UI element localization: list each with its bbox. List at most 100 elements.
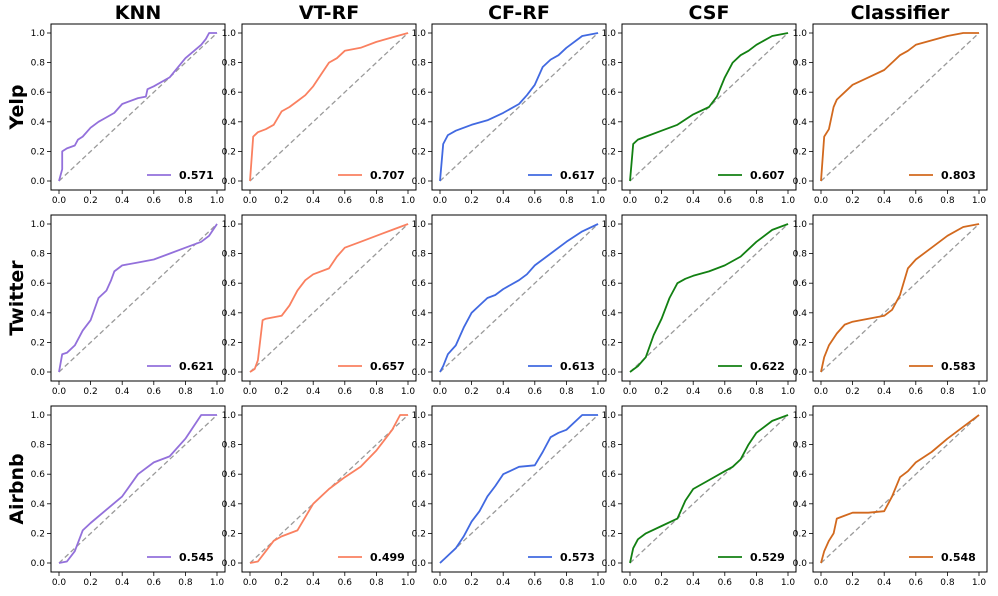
x-tick-label: 0.4 xyxy=(496,196,511,206)
legend-auc-label: 0.583 xyxy=(941,360,976,373)
x-tick-label: 0.6 xyxy=(528,578,543,588)
y-tick-label: 0.8 xyxy=(602,441,617,451)
y-tick-label: 0.4 xyxy=(793,118,808,128)
y-tick-label: 1.0 xyxy=(793,220,808,230)
y-tick-label: 0.4 xyxy=(31,500,46,510)
panel-airbnb-classifier: 0.0 0.2 0.4 0.6 0.8 1.0 0.0 0.2 0.4 0.6 0.8 1.0 0.54… xyxy=(793,405,988,588)
row-title-yelp: Yelp xyxy=(6,84,28,130)
x-tick-label: 1.0 xyxy=(972,578,987,588)
x-tick-label: 0.2 xyxy=(274,387,288,397)
roc-curve-line xyxy=(249,414,408,564)
y-tick-label: 0.8 xyxy=(31,441,46,451)
x-tick-label: 0.0 xyxy=(433,387,448,397)
y-tick-label: 0.8 xyxy=(793,250,808,260)
y-tick-label: 1.0 xyxy=(31,29,46,39)
x-tick-label: 0.6 xyxy=(528,196,543,206)
x-tick-label: 0.2 xyxy=(83,387,97,397)
y-tick-label: 1.0 xyxy=(31,411,46,421)
x-tick-label: 0.4 xyxy=(115,578,130,588)
x-tick-label: 0.6 xyxy=(147,196,162,206)
x-tick-label: 1.0 xyxy=(591,578,606,588)
x-tick-label: 1.0 xyxy=(210,387,225,397)
y-tick-label: 0.8 xyxy=(31,250,46,260)
x-tick-label: 0.2 xyxy=(654,196,668,206)
y-tick-label: 0.8 xyxy=(602,250,617,260)
x-tick-label: 0.4 xyxy=(496,387,511,397)
legend-auc-label: 0.571 xyxy=(179,169,214,182)
roc-curve-line xyxy=(58,414,217,564)
y-tick-label: 0.8 xyxy=(602,59,617,69)
y-tick-label: 0.6 xyxy=(412,470,427,480)
y-tick-label: 0.0 xyxy=(412,177,427,187)
x-tick-label: 0.2 xyxy=(464,578,478,588)
y-tick-label: 0.2 xyxy=(222,338,236,348)
y-tick-label: 1.0 xyxy=(602,220,617,230)
x-tick-label: 0.6 xyxy=(338,387,353,397)
y-tick-label: 1.0 xyxy=(222,29,237,39)
y-tick-label: 0.8 xyxy=(793,441,808,451)
panel-yelp-knn: 0.0 0.2 0.4 0.6 0.8 1.0 0.0 0.2 0.4 0.6 0.8 1.0 0.57… xyxy=(31,23,226,206)
column-title-cf-rf: CF-RF xyxy=(488,2,550,24)
x-tick-label: 0.4 xyxy=(306,387,321,397)
y-tick-label: 0.2 xyxy=(222,147,236,157)
x-tick-label: 0.2 xyxy=(845,196,859,206)
y-tick-label: 0.0 xyxy=(31,559,46,569)
x-tick-label: 0.0 xyxy=(243,387,258,397)
x-tick-label: 0.8 xyxy=(749,578,764,588)
y-tick-label: 0.6 xyxy=(31,88,46,98)
y-tick-label: 0.2 xyxy=(793,147,807,157)
x-tick-label: 1.0 xyxy=(781,196,796,206)
x-tick-label: 0.6 xyxy=(909,196,924,206)
y-tick-label: 0.6 xyxy=(412,88,427,98)
x-tick-label: 0.8 xyxy=(940,196,955,206)
legend-auc-label: 0.499 xyxy=(370,551,405,564)
y-tick-label: 0.0 xyxy=(602,559,617,569)
y-tick-label: 0.2 xyxy=(602,338,616,348)
column-title-vt-rf: VT-RF xyxy=(299,2,359,24)
y-tick-label: 0.2 xyxy=(412,529,426,539)
chance-diagonal-line xyxy=(249,223,409,373)
x-tick-label: 0.0 xyxy=(433,578,448,588)
x-tick-label: 0.8 xyxy=(178,387,193,397)
x-tick-label: 1.0 xyxy=(401,387,416,397)
roc-curve-line xyxy=(629,223,789,373)
chance-diagonal-line xyxy=(820,32,980,182)
roc-curve-line xyxy=(249,223,409,373)
x-tick-label: 0.8 xyxy=(369,387,384,397)
x-tick-label: 1.0 xyxy=(591,196,606,206)
y-tick-label: 0.0 xyxy=(222,559,237,569)
panel-airbnb-csf: 0.0 0.2 0.4 0.6 0.8 1.0 0.0 0.2 0.4 0.6 0.8 1.0 0.52… xyxy=(602,405,797,588)
roc-curve-line xyxy=(629,414,789,564)
roc-curve-line xyxy=(58,223,218,373)
x-tick-label: 0.8 xyxy=(749,196,764,206)
x-tick-label: 0.4 xyxy=(496,578,511,588)
x-tick-label: 0.2 xyxy=(654,387,668,397)
y-tick-label: 1.0 xyxy=(793,29,808,39)
x-tick-label: 0.8 xyxy=(178,196,193,206)
roc-curve-line xyxy=(249,32,409,182)
x-tick-label: 0.2 xyxy=(654,578,668,588)
x-tick-label: 1.0 xyxy=(781,387,796,397)
x-tick-label: 0.6 xyxy=(909,387,924,397)
y-tick-label: 0.0 xyxy=(412,368,427,378)
y-tick-label: 0.2 xyxy=(793,529,807,539)
x-tick-label: 0.0 xyxy=(814,196,829,206)
legend-auc-label: 0.573 xyxy=(560,551,595,564)
x-tick-label: 1.0 xyxy=(781,578,796,588)
y-tick-label: 0.4 xyxy=(222,500,237,510)
x-tick-label: 1.0 xyxy=(591,387,606,397)
x-tick-label: 0.4 xyxy=(686,387,701,397)
panel-yelp-cf-rf: 0.0 0.2 0.4 0.6 0.8 1.0 0.0 0.2 0.4 0.6 0.8 1.0 0.61… xyxy=(412,23,607,206)
chance-diagonal-line xyxy=(820,223,980,373)
panel-twitter-cf-rf: 0.0 0.2 0.4 0.6 0.8 1.0 0.0 0.2 0.4 0.6 0.8 1.0 0.61… xyxy=(412,214,607,397)
y-tick-label: 0.2 xyxy=(412,338,426,348)
y-tick-label: 1.0 xyxy=(222,411,237,421)
y-tick-label: 0.0 xyxy=(793,177,808,187)
y-tick-label: 0.4 xyxy=(793,309,808,319)
y-tick-label: 0.2 xyxy=(222,529,236,539)
y-tick-label: 1.0 xyxy=(412,29,427,39)
panel-twitter-vt-rf: 0.0 0.2 0.4 0.6 0.8 1.0 0.0 0.2 0.4 0.6 0.8 1.0 0.65… xyxy=(222,214,417,397)
panel-yelp-vt-rf: 0.0 0.2 0.4 0.6 0.8 1.0 0.0 0.2 0.4 0.6 0.8 1.0 0.70… xyxy=(222,23,417,206)
y-tick-label: 0.8 xyxy=(222,250,237,260)
y-tick-label: 0.4 xyxy=(412,500,427,510)
